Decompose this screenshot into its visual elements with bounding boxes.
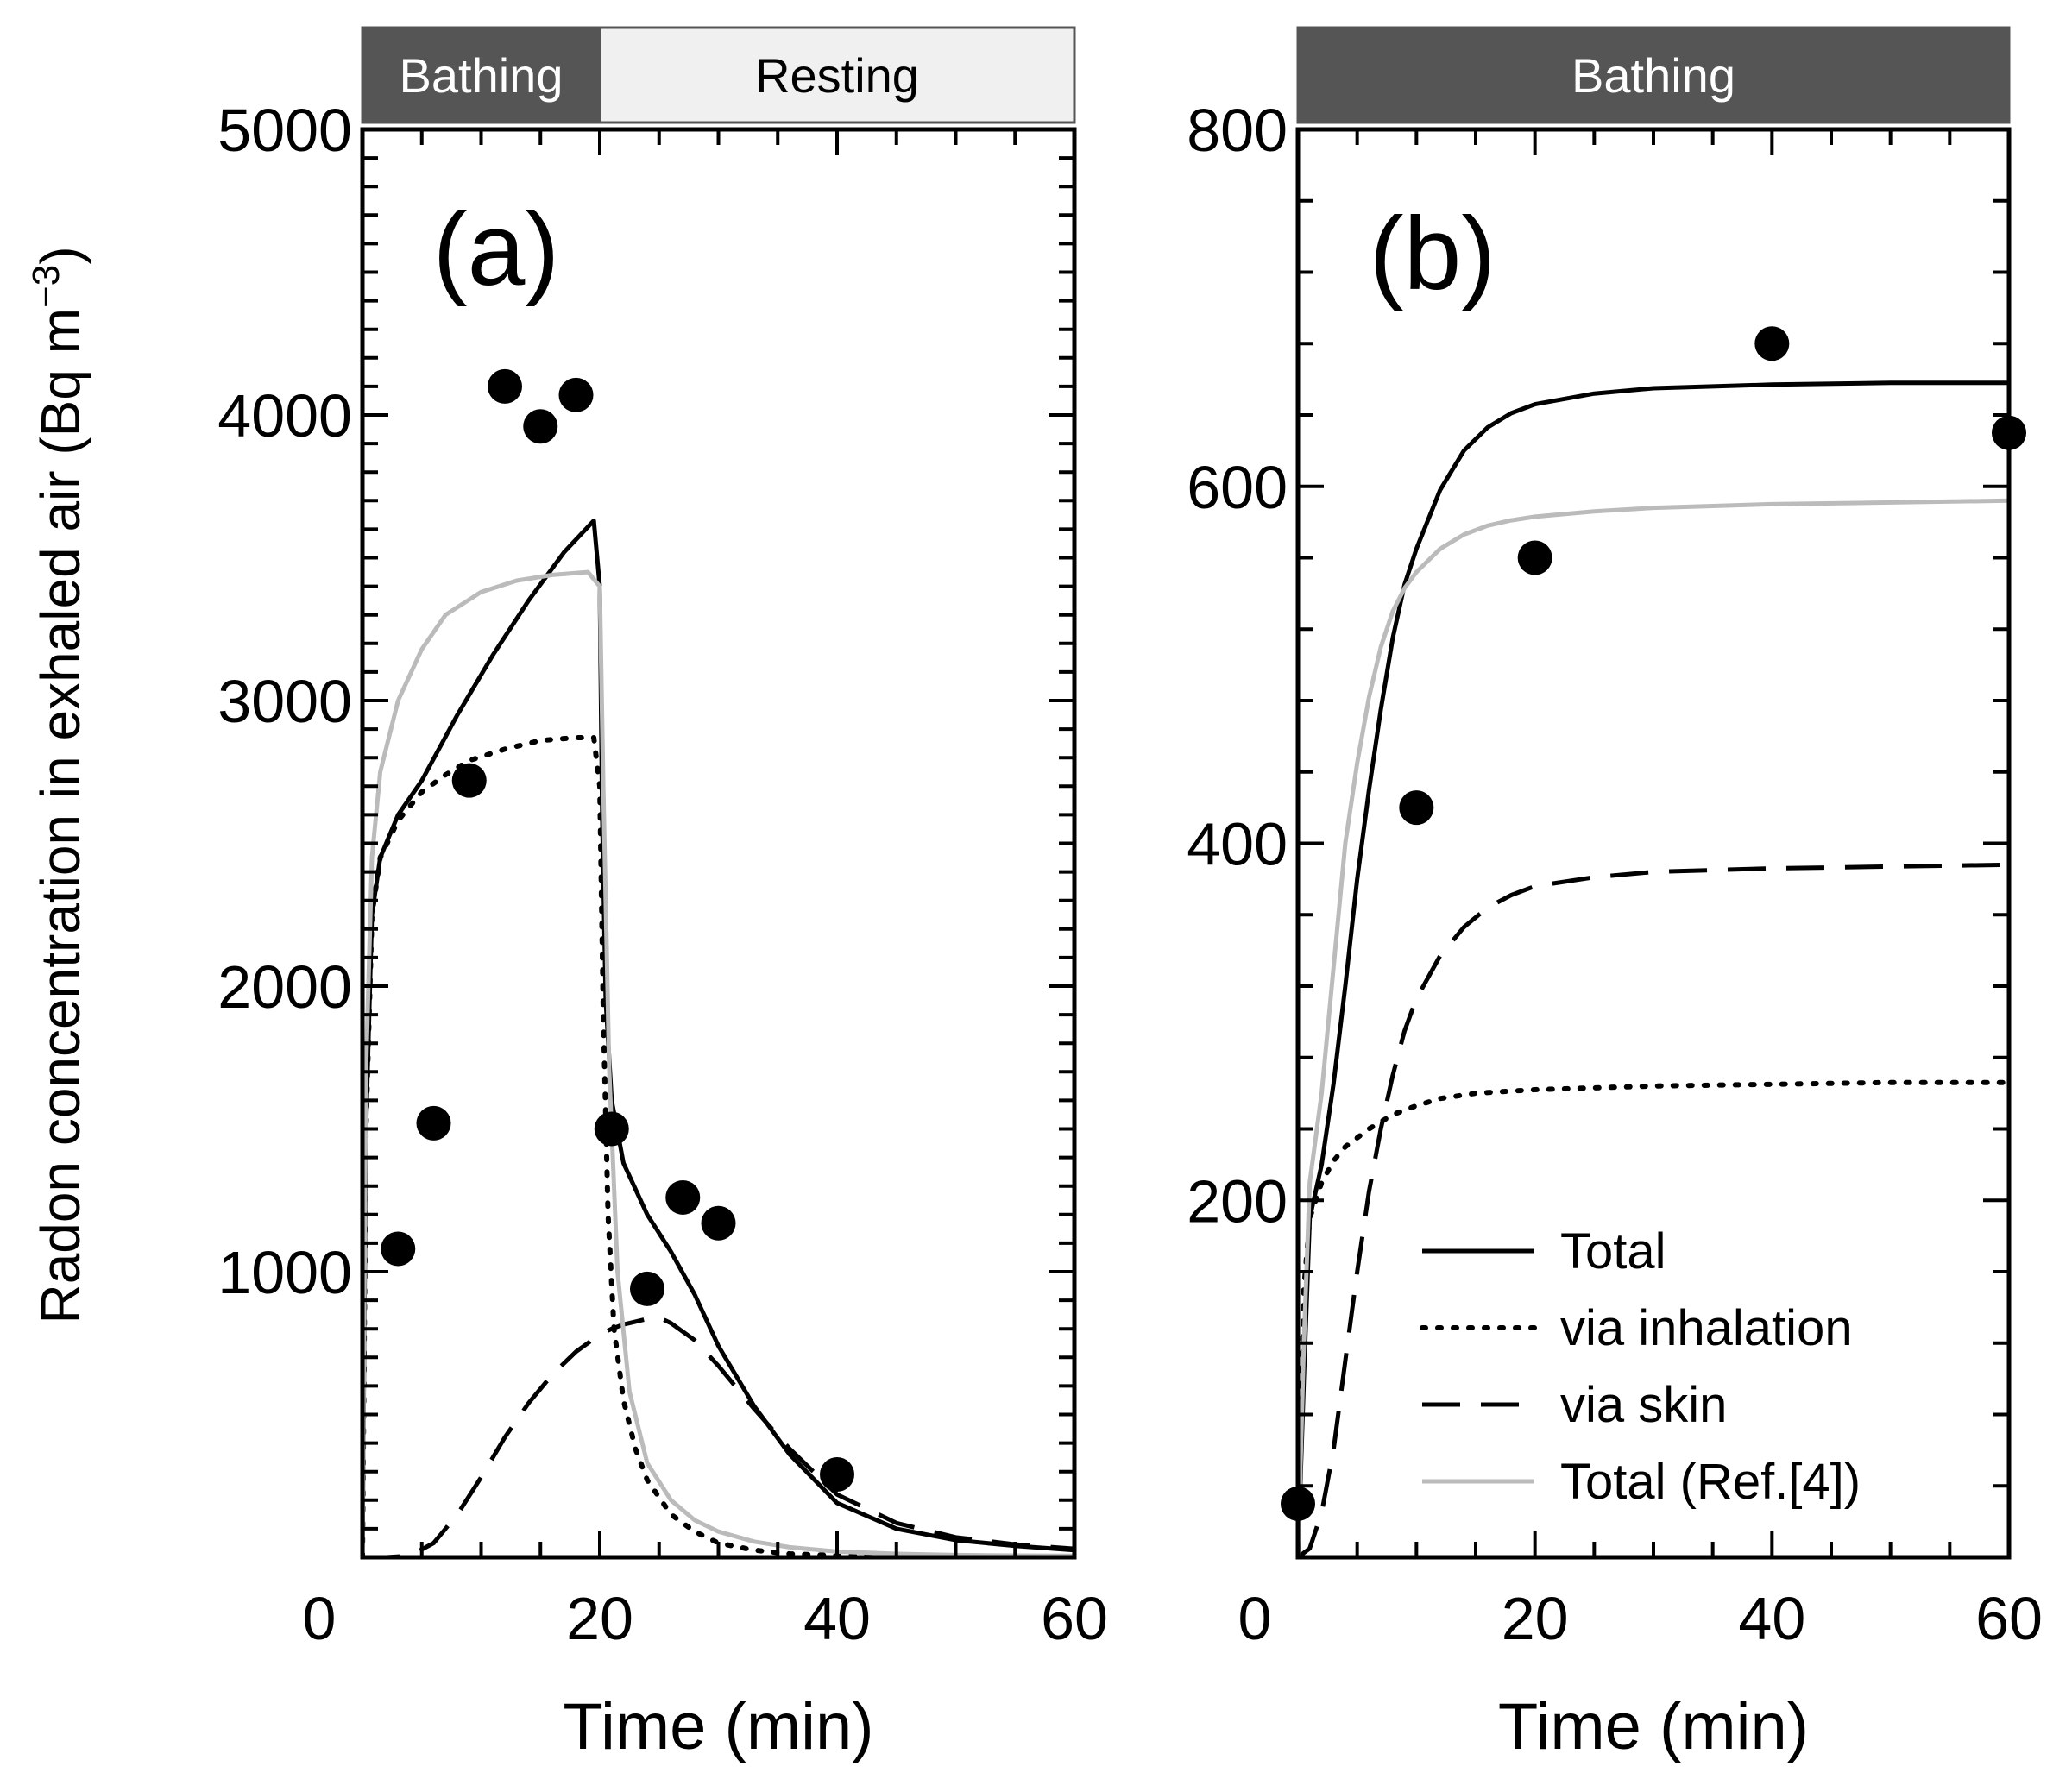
panel-a-chart: Bathing Resting 1000 2000 3000 4000 5000 0 20 40 6… [217,26,1108,1763]
data-point-a-6 [594,1111,629,1147]
x-tick-label-b-2: 40 [1738,1585,1805,1652]
y-tick-label-b-0: 200 [1187,1167,1288,1235]
data-point-a-10 [820,1457,854,1493]
x-tick-label-a-1: 20 [566,1585,633,1652]
y-tick-label-b-2: 600 [1187,454,1288,521]
data-point-a-2 [451,763,487,798]
series-line-a-total [362,519,1074,1557]
y-tick-label-b-3: 800 [1187,97,1288,164]
phase-label-a-0: Bathing [400,48,564,103]
series-line-a-via-skin [362,1315,1074,1557]
x-tick-label-b-1: 20 [1502,1585,1569,1652]
series-line-b-total-ref-4- [1298,498,2009,1557]
y-axis-title-exponent: −3 [25,265,67,308]
y-axis-title-end: ) [29,246,91,264]
legend-label-1: via inhalation [1560,1300,1853,1356]
phase-band-a-1 [598,26,1076,124]
legend-label-0: Total [1560,1223,1666,1279]
data-point-b-2 [1517,540,1552,575]
x-tick-label-a-2: 40 [803,1585,871,1652]
phase-band-b-0 [1296,26,2011,124]
data-point-a-1 [416,1105,451,1141]
y-tick-label-a-4: 5000 [217,97,352,164]
phase-label-b-0: Bathing [1571,48,1735,103]
phase-label-a-1: Resting [755,48,919,103]
legend-label-2: via skin [1560,1377,1727,1433]
data-point-a-0 [381,1231,416,1267]
data-point-b-3 [1754,326,1790,361]
y-axis-title-main: Radon concentration in exhaled air (Bq m [29,308,91,1324]
y-tick-label-a-0: 1000 [217,1239,352,1306]
x-tick-label-b-0: 0 [1238,1585,1272,1652]
series-line-b-total [1298,380,2009,1557]
data-point-a-7 [630,1271,664,1306]
y-tick-label-a-2: 3000 [217,668,352,735]
y-axis-title: Radon concentration in exhaled air (Bq m… [25,246,92,1323]
phase-band-a-0 [361,26,601,124]
data-point-a-5 [558,377,594,412]
data-point-a-8 [665,1179,701,1215]
legend: Total via inhalation via skin Total (Ref.[4… [1420,1223,1861,1510]
x-axis-title-b: Time (min) [1498,1690,1809,1763]
panel-label-b: (b) [1370,196,1496,311]
x-tick-label-b-3: 60 [1975,1585,2043,1652]
series-line-a-via-inhalation [362,735,1074,1557]
data-point-a-9 [701,1205,736,1241]
data-point-a-4 [523,409,558,444]
data-point-b-1 [1399,790,1434,826]
x-axis-title-a: Time (min) [563,1690,873,1763]
series-line-a-total-ref-4- [362,569,1074,1557]
series-line-b-via-skin [1298,862,2009,1557]
y-tick-label-a-1: 2000 [217,953,352,1021]
y-tick-label-a-3: 4000 [217,382,352,449]
y-tick-label-b-1: 400 [1187,811,1288,878]
x-tick-label-a-0: 0 [303,1585,337,1652]
panel-b-chart: Bathing 200 400 600 800 0 20 40 60 Time (min) (b) T… [1187,26,2043,1763]
x-tick-label-a-3: 60 [1041,1585,1108,1652]
panel-label-a: (a) [433,192,560,307]
data-point-a-3 [488,368,522,404]
legend-label-3: Total (Ref.[4]) [1560,1454,1861,1510]
